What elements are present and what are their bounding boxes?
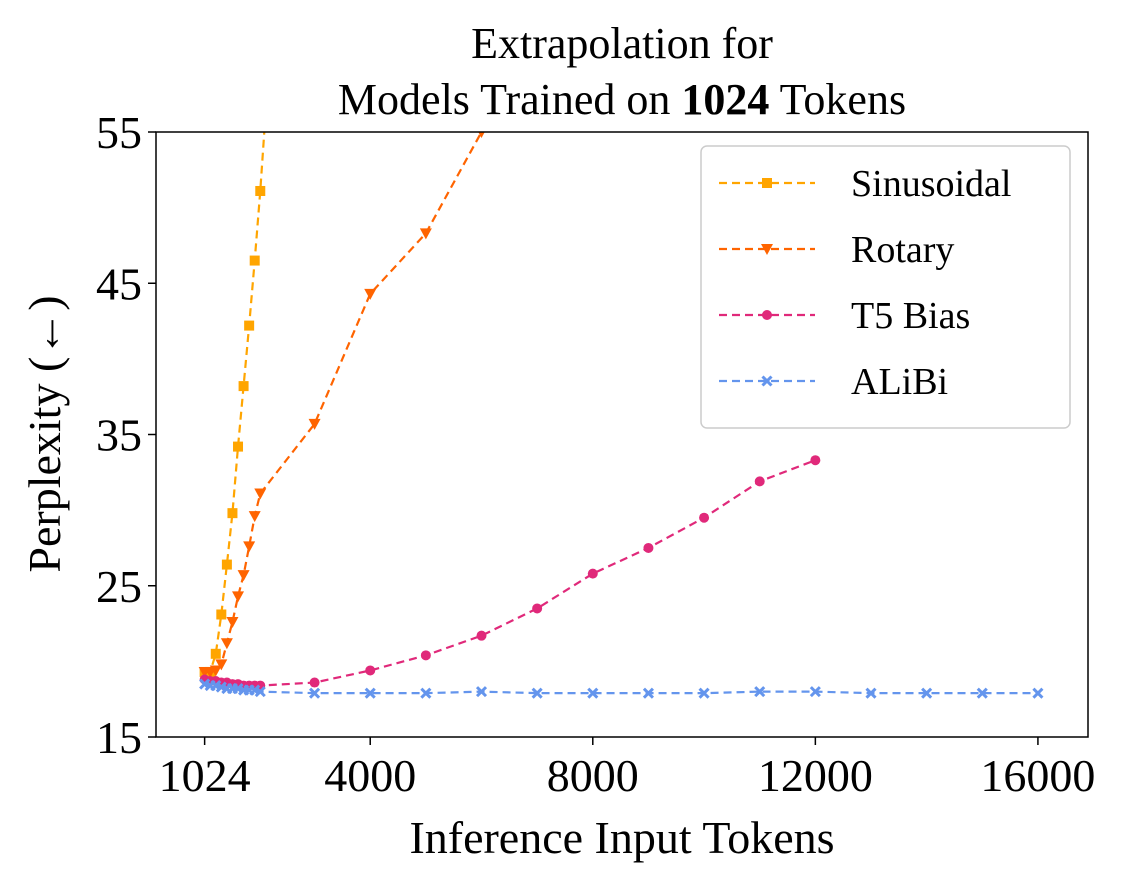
y-tick-label: 55 [96,107,142,158]
data-point-rotary [364,288,377,300]
data-point-rotary [243,541,256,553]
data-point-rotary [419,228,432,240]
series-alibi [199,678,1044,699]
data-point-t5-bias [532,603,543,614]
data-point-alibi [698,687,710,699]
data-point-alibi [364,687,376,699]
y-tick-label: 35 [96,410,142,461]
chart-title-line-1: Extrapolation for [471,19,773,68]
data-point-alibi [531,687,543,699]
x-tick-label: 1024 [159,750,251,801]
data-point-t5-bias [587,568,598,579]
x-tick-label: 8000 [547,750,639,801]
x-tick-label: 12000 [758,750,873,801]
data-point-alibi [921,687,933,699]
legend-marker-rotary [761,244,773,255]
data-point-sinusoidal [244,320,255,331]
data-point-rotary [478,132,485,138]
legend-item-sinusoidal: Sinusoidal [719,163,1011,205]
data-point-t5-bias [699,512,710,523]
series-layer [198,104,1044,699]
chart-title-line-2: Models Trained on 1024 Tokens [338,75,906,124]
legend-item-alibi: ALiBi [719,361,948,403]
legend-label-alibi: ALiBi [851,361,948,403]
data-point-t5-bias [643,542,654,553]
legend-label-t5-bias: T5 Bias [851,295,970,337]
data-point-rotary [308,418,321,430]
data-point-sinusoidal [261,104,271,114]
data-point-rotary [215,659,228,671]
series-line-alibi [204,682,1038,695]
data-point-rotary [248,511,261,523]
series-line-sinusoidal [204,132,266,674]
series-sinusoidal [199,104,271,677]
legend-label-rotary: Rotary [851,229,954,271]
data-point-alibi [475,686,488,698]
x-tick-label: 4000 [324,750,416,801]
legend-marker-t5-bias [762,310,772,320]
data-point-alibi [976,687,988,699]
legend-box [700,145,1071,429]
series-t5-bias [199,455,821,691]
data-point-t5-bias [420,650,431,661]
data-point-rotary [254,488,267,500]
ticks-layer: 1024 4000 8000 12000 16000 15 25 35 45 55 [96,107,1095,801]
data-point-sinusoidal [210,648,221,659]
legend-items: Sinusoidal Rotary T5 Bias ALiBi [719,163,1011,403]
chart-title-bold: 1024 [681,75,769,124]
data-point-rotary [209,665,222,677]
legend-marker-sinusoidal [762,178,772,188]
legend: Sinusoidal Rotary T5 Bias ALiBi [700,145,1071,429]
data-point-rotary [232,591,245,603]
data-point-alibi [254,686,266,698]
data-point-sinusoidal [249,255,260,266]
data-point-alibi [642,687,654,699]
data-point-sinusoidal [221,559,232,570]
data-point-alibi [420,687,432,699]
y-tick-label: 25 [96,561,142,612]
data-point-sinusoidal [255,185,266,196]
data-point-rotary [226,617,239,629]
data-point-sinusoidal [227,508,238,519]
data-point-t5-bias [365,665,376,676]
data-point-t5-bias [810,455,821,466]
x-tick-label: 16000 [980,750,1095,801]
data-point-alibi [309,687,321,699]
series-line-rotary [204,132,483,674]
y-tick-label: 15 [96,712,142,763]
series-line-t5-bias [204,459,816,687]
data-point-alibi [1032,687,1044,699]
data-point-sinusoidal [233,441,244,452]
y-axis-label: Perplexity (←) [19,295,70,572]
x-axis-label: Inference Input Tokens [409,812,834,863]
legend-item-rotary: Rotary [719,229,954,271]
data-point-alibi [587,687,599,699]
data-point-alibi [809,686,821,698]
data-point-alibi [754,686,766,698]
data-point-t5-bias [309,677,320,688]
chart-title-prefix: Models Trained on [338,75,681,124]
data-point-t5-bias [476,630,487,641]
chart-title-suffix: Tokens [769,75,906,124]
data-point-t5-bias [754,476,765,487]
series-rotary [198,132,485,678]
legend-marker-alibi [761,375,773,387]
legend-label-sinusoidal: Sinusoidal [851,163,1011,205]
data-point-alibi [865,687,877,699]
data-point-rotary [220,638,233,650]
data-point-rotary [237,570,250,582]
data-point-sinusoidal [238,381,249,392]
legend-item-t5-bias: T5 Bias [719,295,970,337]
data-point-sinusoidal [216,609,227,620]
y-tick-label: 45 [96,258,142,309]
